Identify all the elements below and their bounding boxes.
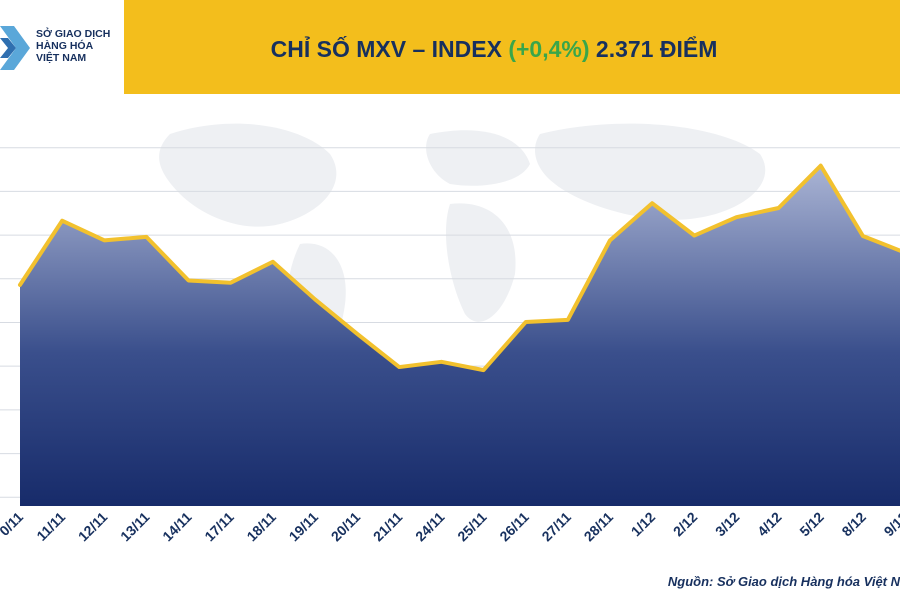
source-note: Nguồn: Sở Giao dịch Hàng hóa Việt N	[667, 574, 900, 589]
x-tick-label: 20/11	[328, 509, 364, 545]
x-tick-label: 2/12	[670, 509, 701, 540]
logo-line-2: HÀNG HÓA	[36, 40, 94, 52]
x-tick-label: 27/11	[538, 509, 574, 545]
x-axis-tick-labels: 0/11 11/11 12/11 13/11 14/11 17/11 18/11 19/11 2…	[0, 509, 900, 545]
x-tick-label: 19/11	[286, 509, 322, 545]
x-tick-label: 0/11	[0, 509, 26, 539]
x-tick-label: 12/11	[75, 509, 111, 545]
logo-text: SỞ GIAO DỊCH HÀNG HÓA VIỆT NAM	[36, 28, 126, 64]
title-suffix: 2.371 ĐIỂM	[589, 36, 718, 62]
x-tick-label: 24/11	[412, 509, 448, 545]
chart-title: CHỈ SỐ MXV – INDEX (+0,4%) 2.371 ĐIỂM	[124, 36, 864, 63]
x-tick-label: 25/11	[454, 509, 490, 545]
x-tick-label: 1/12	[628, 509, 659, 540]
x-tick-label: 3/12	[712, 509, 743, 540]
x-tick-label: 17/11	[201, 509, 237, 545]
index-area-chart: 0/11 11/11 12/11 13/11 14/11 17/11 18/11 19/11 2…	[0, 123, 900, 545]
title-change: (+0,4%)	[508, 36, 590, 62]
x-tick-label: 8/12	[838, 509, 869, 540]
x-tick-label: 28/11	[581, 509, 617, 545]
x-tick-label: 4/12	[754, 509, 785, 540]
x-tick-label: 9/12	[881, 509, 900, 540]
logo: SỞ GIAO DỊCH HÀNG HÓA VIỆT NAM	[0, 0, 124, 94]
x-tick-label: 14/11	[159, 509, 195, 545]
x-tick-label: 5/12	[796, 509, 827, 540]
logo-chevron-icon	[0, 26, 30, 70]
index-line	[18, 163, 900, 373]
x-tick-label: 26/11	[496, 509, 532, 545]
title-prefix: CHỈ SỐ MXV – INDEX	[270, 36, 509, 62]
index-area-fill	[20, 165, 900, 506]
x-tick-label: 21/11	[370, 509, 406, 545]
logo-line-1: SỞ GIAO DỊCH	[36, 28, 111, 40]
x-tick-label: 18/11	[243, 509, 279, 545]
x-tick-label: 13/11	[117, 509, 153, 545]
x-tick-label: 11/11	[33, 509, 68, 544]
logo-line-3: VIỆT NAM	[36, 52, 87, 64]
header-banner: SỞ GIAO DỊCH HÀNG HÓA VIỆT NAM CHỈ SỐ MX…	[0, 0, 900, 94]
